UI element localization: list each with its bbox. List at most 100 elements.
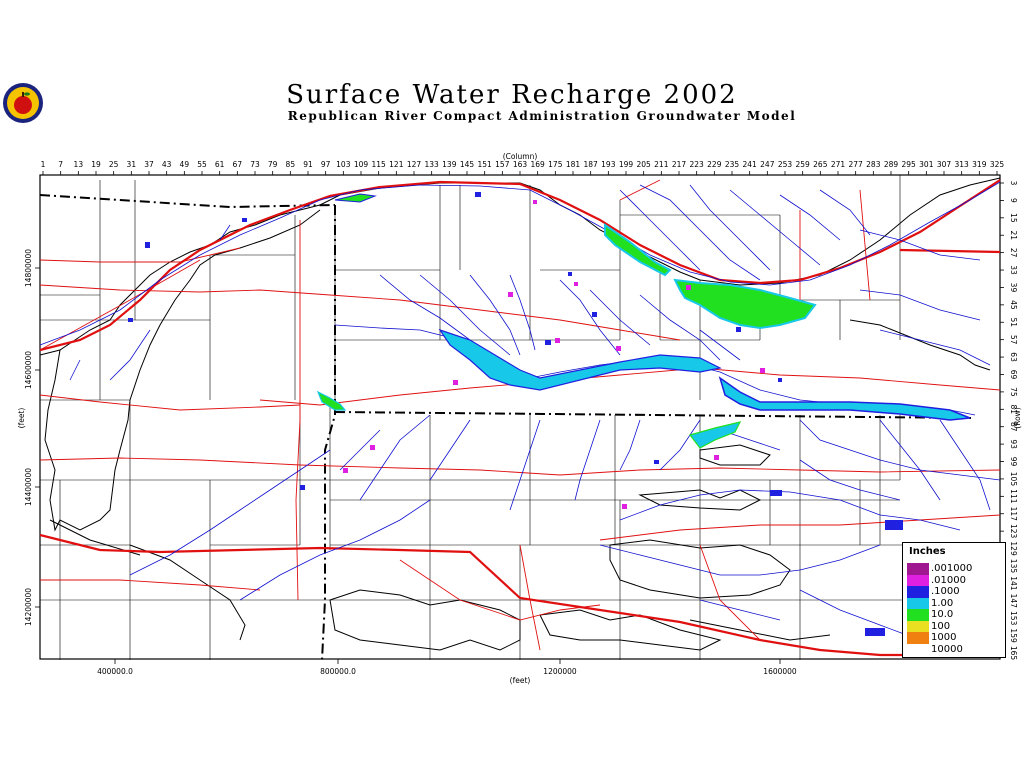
row-tick-label: 123 — [1009, 524, 1018, 539]
legend: Inches .001000 .01000 .1000 1.00 10.0 10… — [902, 542, 1006, 658]
legend-label: 100 — [931, 620, 951, 632]
row-tick-label: 99 — [1009, 457, 1018, 467]
legend-item: .1000 — [907, 586, 960, 598]
feet-tick-label: 14400000 — [24, 468, 33, 506]
legend-swatch — [907, 643, 929, 655]
state-boundaries — [39, 194, 976, 661]
row-tick-label: 9 — [1009, 198, 1018, 203]
column-tick-label: 313 — [955, 160, 970, 169]
column-tick-label: 133 — [425, 160, 440, 169]
legend-label: 1.00 — [931, 597, 954, 609]
legend-title: Inches — [909, 546, 946, 557]
map-title: Surface Water Recharge 2002 — [286, 80, 738, 110]
row-tick-label: 159 — [1009, 628, 1018, 643]
column-tick-label: 277 — [849, 160, 864, 169]
column-tick-label: 55 — [197, 160, 207, 169]
feet-bottom-label: (feet) — [510, 676, 531, 685]
feet-tick-label: 1600000 — [763, 667, 797, 676]
legend-label: 10.0 — [931, 609, 954, 621]
column-tick-label: 301 — [919, 160, 934, 169]
row-tick-label: 63 — [1009, 352, 1018, 362]
column-tick-label: 103 — [336, 160, 351, 169]
roads — [39, 179, 1001, 657]
row-tick-label: 117 — [1009, 507, 1018, 522]
column-tick-label: 25 — [109, 160, 119, 169]
row-tick-label: 51 — [1009, 317, 1018, 327]
column-tick-label: 73 — [250, 160, 260, 169]
feet-left-label: (feet) — [17, 408, 26, 429]
column-tick-label: 283 — [866, 160, 881, 169]
column-tick-label: 181 — [566, 160, 581, 169]
row-tick-label: 57 — [1009, 335, 1018, 345]
column-tick-label: 7 — [58, 160, 63, 169]
row-tick-label: 87 — [1009, 422, 1018, 432]
column-tick-label: 199 — [619, 160, 634, 169]
county-boundaries — [40, 175, 970, 660]
column-tick-label: 193 — [601, 160, 616, 169]
row-tick-label: 27 — [1009, 248, 1018, 258]
column-tick-label: 109 — [354, 160, 369, 169]
row-tick-label: 135 — [1009, 559, 1018, 574]
axis-ticks: 1 7 13 19 25 31 37 43 49 55 61 67 73 79 85 91 97 103 109 11… — [24, 160, 1018, 676]
feet-tick-label: 14600000 — [24, 351, 33, 389]
row-tick-label: 153 — [1009, 611, 1018, 626]
column-tick-label: 151 — [478, 160, 493, 169]
legend-swatch — [907, 574, 929, 586]
column-tick-label: 91 — [303, 160, 313, 169]
legend-item: 10000 — [907, 643, 963, 655]
column-tick-label: 49 — [180, 160, 190, 169]
apple-logo-icon — [3, 83, 43, 123]
row-tick-label: 75 — [1009, 387, 1018, 397]
row-tick-label: 33 — [1009, 265, 1018, 275]
column-tick-label: 175 — [548, 160, 563, 169]
column-tick-label: 1 — [41, 160, 46, 169]
row-tick-label: 15 — [1009, 213, 1018, 223]
column-tick-label: 157 — [495, 160, 510, 169]
map-subtitle: Republican River Compact Administration … — [287, 109, 797, 123]
column-tick-label: 241 — [743, 160, 758, 169]
column-tick-label: 265 — [813, 160, 828, 169]
legend-label: 10000 — [931, 643, 963, 655]
column-tick-label: 205 — [637, 160, 652, 169]
row-tick-label: 141 — [1009, 576, 1018, 591]
column-tick-label: 145 — [460, 160, 475, 169]
legend-swatch — [907, 609, 929, 621]
row-axis-label: (Row) — [1013, 407, 1022, 429]
row-tick-label: 147 — [1009, 594, 1018, 609]
legend-label: 1000 — [931, 632, 957, 644]
row-tick-label: 21 — [1009, 230, 1018, 240]
column-tick-label: 85 — [286, 160, 296, 169]
column-tick-label: 19 — [91, 160, 101, 169]
row-tick-label: 39 — [1009, 283, 1018, 293]
column-tick-label: 169 — [531, 160, 546, 169]
column-tick-label: 139 — [442, 160, 457, 169]
column-tick-label: 319 — [972, 160, 987, 169]
feet-tick-label: 1200000 — [543, 667, 577, 676]
column-tick-label: 289 — [884, 160, 899, 169]
row-tick-label: 45 — [1009, 300, 1018, 310]
row-tick-label: 3 — [1009, 181, 1018, 186]
column-tick-label: 307 — [937, 160, 952, 169]
recharge-cells — [128, 192, 971, 636]
column-tick-label: 271 — [831, 160, 846, 169]
row-tick-label: 165 — [1009, 646, 1018, 661]
column-tick-label: 187 — [584, 160, 599, 169]
row-tick-label: 105 — [1009, 472, 1018, 487]
legend-label: .001000 — [931, 563, 973, 575]
legend-item: 10.0 — [907, 609, 953, 621]
legend-swatch — [907, 632, 929, 644]
column-tick-label: 217 — [672, 160, 687, 169]
row-tick-label: 93 — [1009, 439, 1018, 449]
row-tick-label: 111 — [1009, 489, 1018, 504]
column-tick-label: 13 — [74, 160, 84, 169]
column-tick-label: 31 — [127, 160, 137, 169]
legend-item: 1000 — [907, 632, 956, 644]
row-tick-label: 69 — [1009, 370, 1018, 380]
feet-tick-label: 400000.0 — [97, 667, 133, 676]
legend-swatch — [907, 586, 929, 598]
column-tick-label: 295 — [902, 160, 917, 169]
row-tick-label: 81 — [1009, 405, 1018, 415]
legend-item: .001000 — [907, 563, 972, 575]
feet-tick-label: 14200000 — [24, 588, 33, 626]
